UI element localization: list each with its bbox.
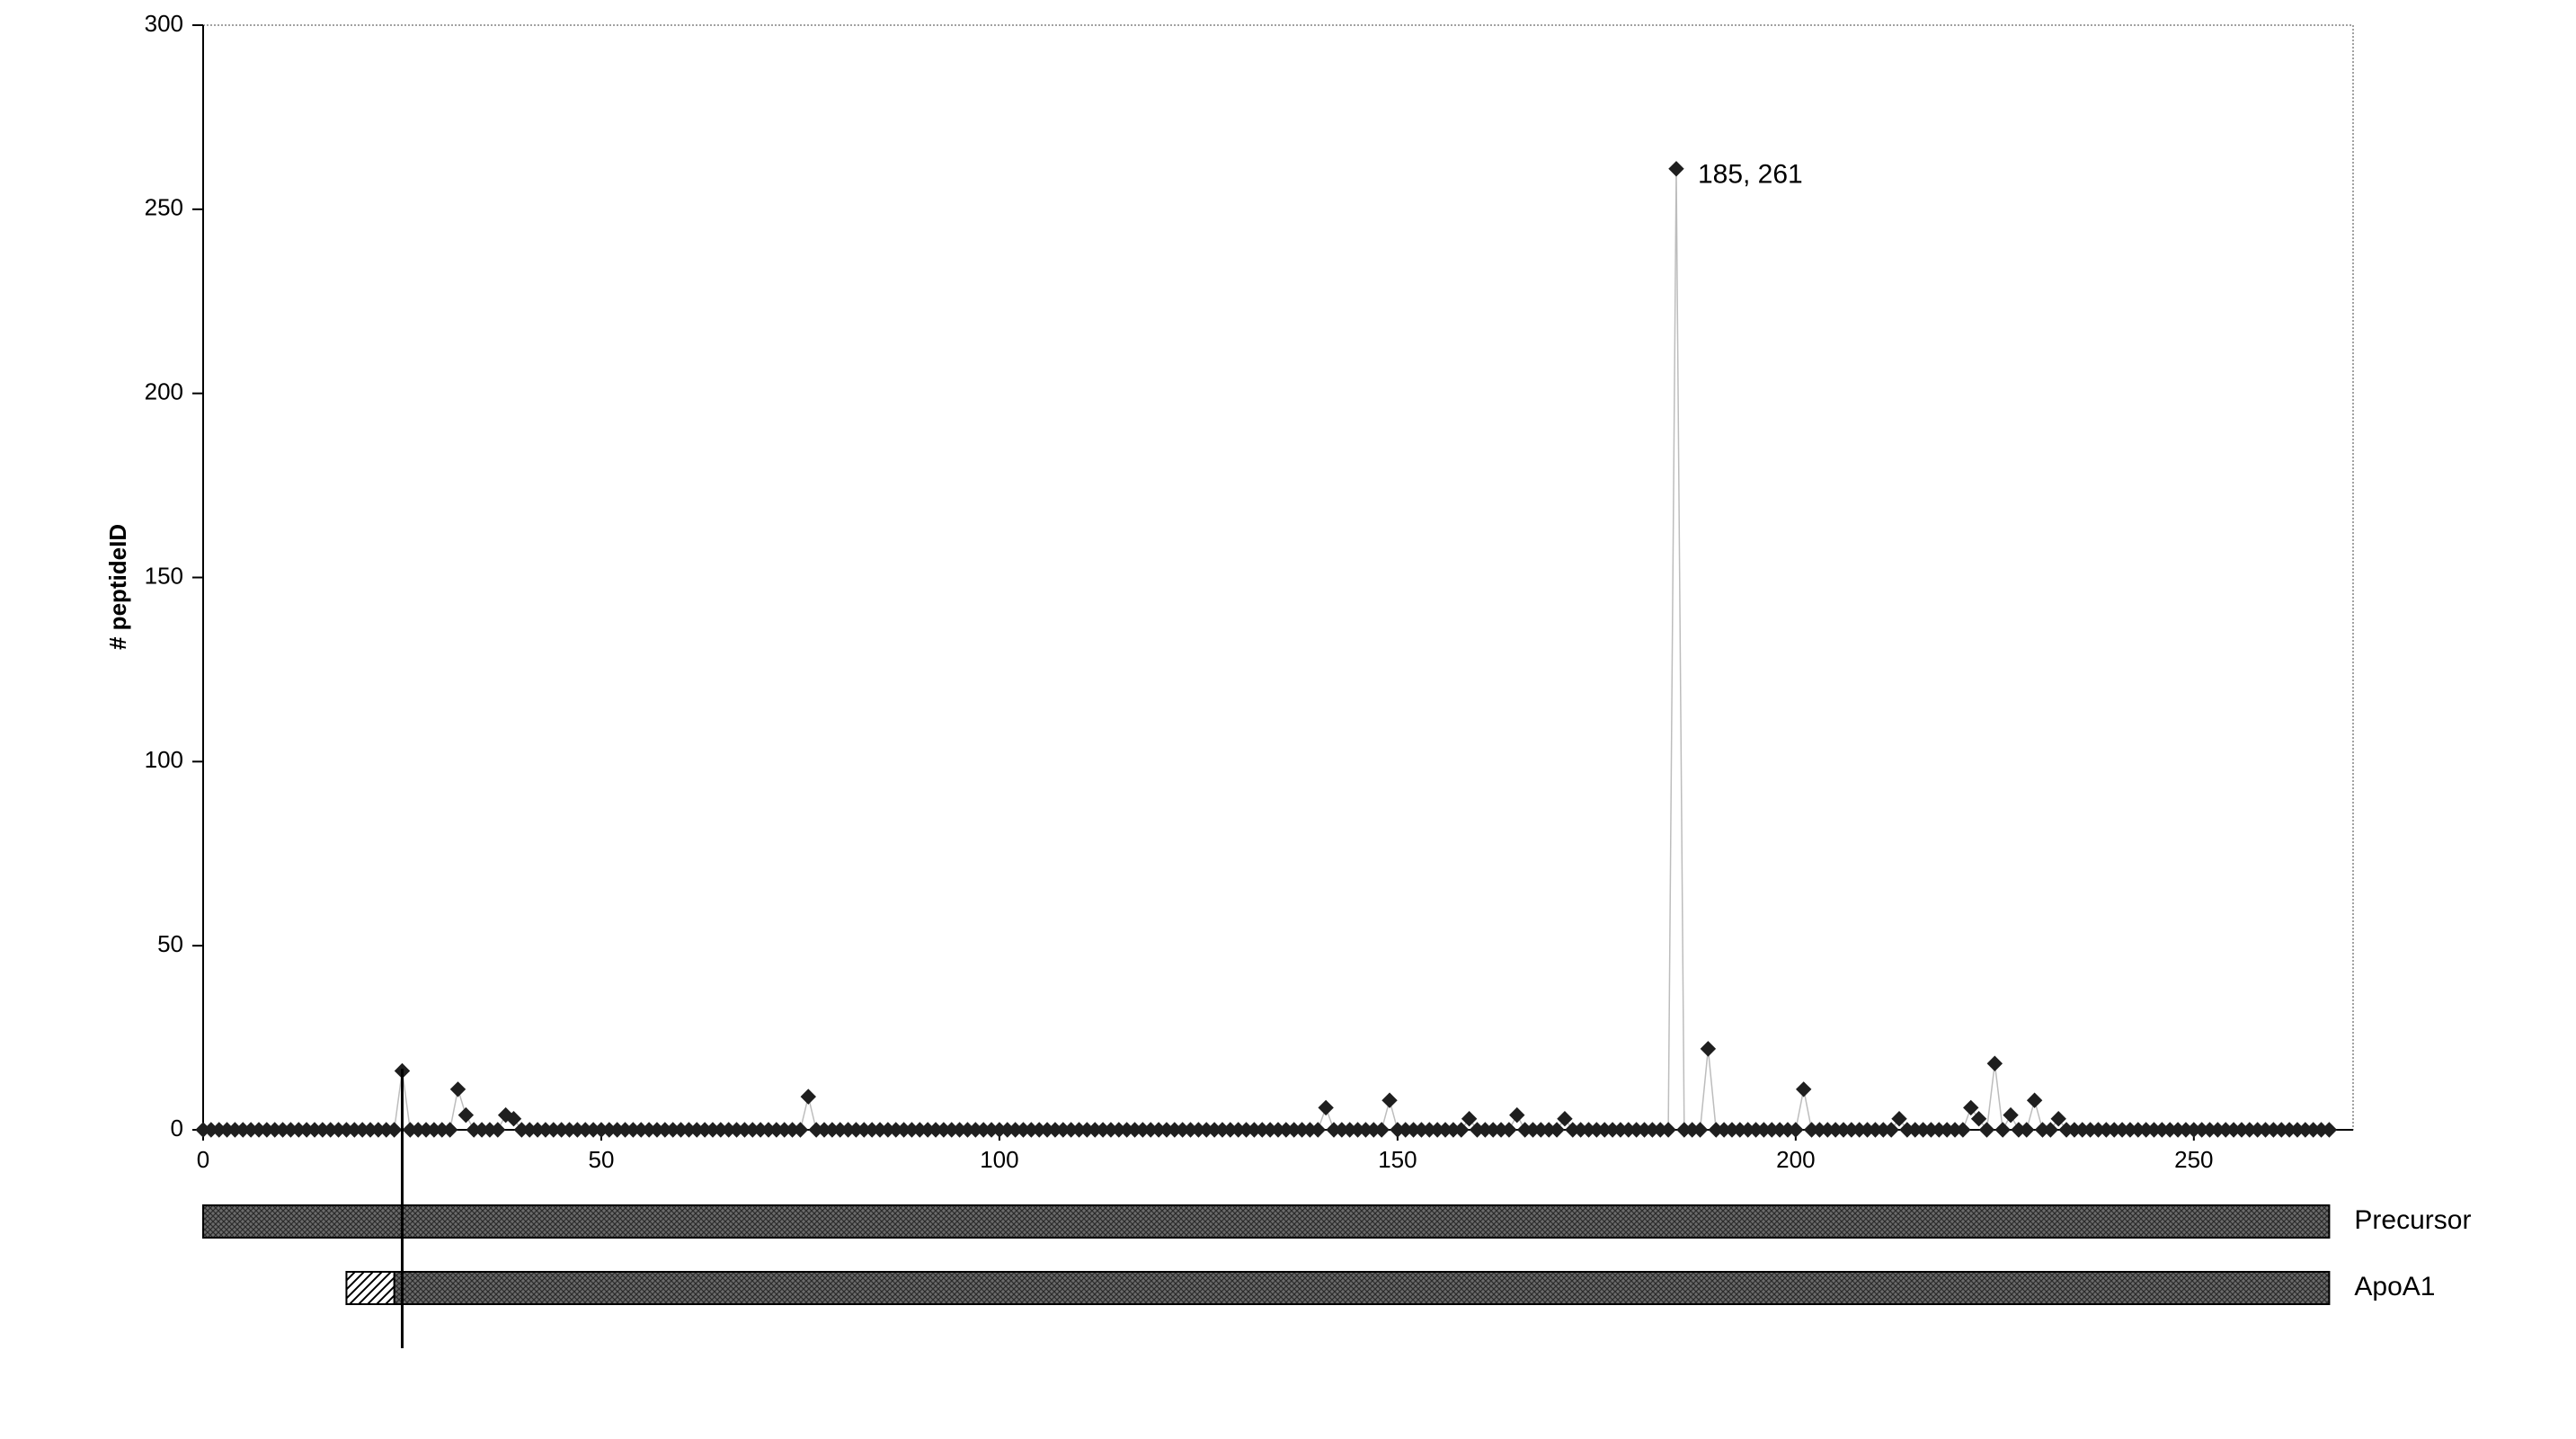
svg-text:Precursor: Precursor [2354, 1205, 2471, 1235]
svg-text:200: 200 [1776, 1146, 1815, 1173]
svg-text:ApoA1: ApoA1 [2354, 1272, 2435, 1301]
svg-text:250: 250 [2174, 1146, 2213, 1173]
svg-text:250: 250 [145, 194, 183, 221]
svg-text:150: 150 [1378, 1146, 1417, 1173]
svg-text:185, 261: 185, 261 [1698, 160, 1803, 190]
chart-svg: 0 50 100 150 200 250 300 0 50 100 150 200 250 185, 26… [0, 0, 2576, 1439]
svg-text:300: 300 [145, 10, 183, 37]
svg-text:200: 200 [145, 378, 183, 405]
svg-text:150: 150 [145, 562, 183, 589]
chart-wrap: 0 50 100 150 200 250 300 0 50 100 150 200 250 185, 26… [0, 0, 2576, 1439]
svg-text:0: 0 [171, 1115, 183, 1141]
svg-text:50: 50 [589, 1146, 615, 1173]
svg-text:100: 100 [980, 1146, 1018, 1173]
y-axis-label: # peptideID [104, 523, 132, 649]
svg-text:0: 0 [197, 1146, 209, 1173]
svg-text:50: 50 [157, 930, 183, 957]
svg-text:100: 100 [145, 746, 183, 773]
